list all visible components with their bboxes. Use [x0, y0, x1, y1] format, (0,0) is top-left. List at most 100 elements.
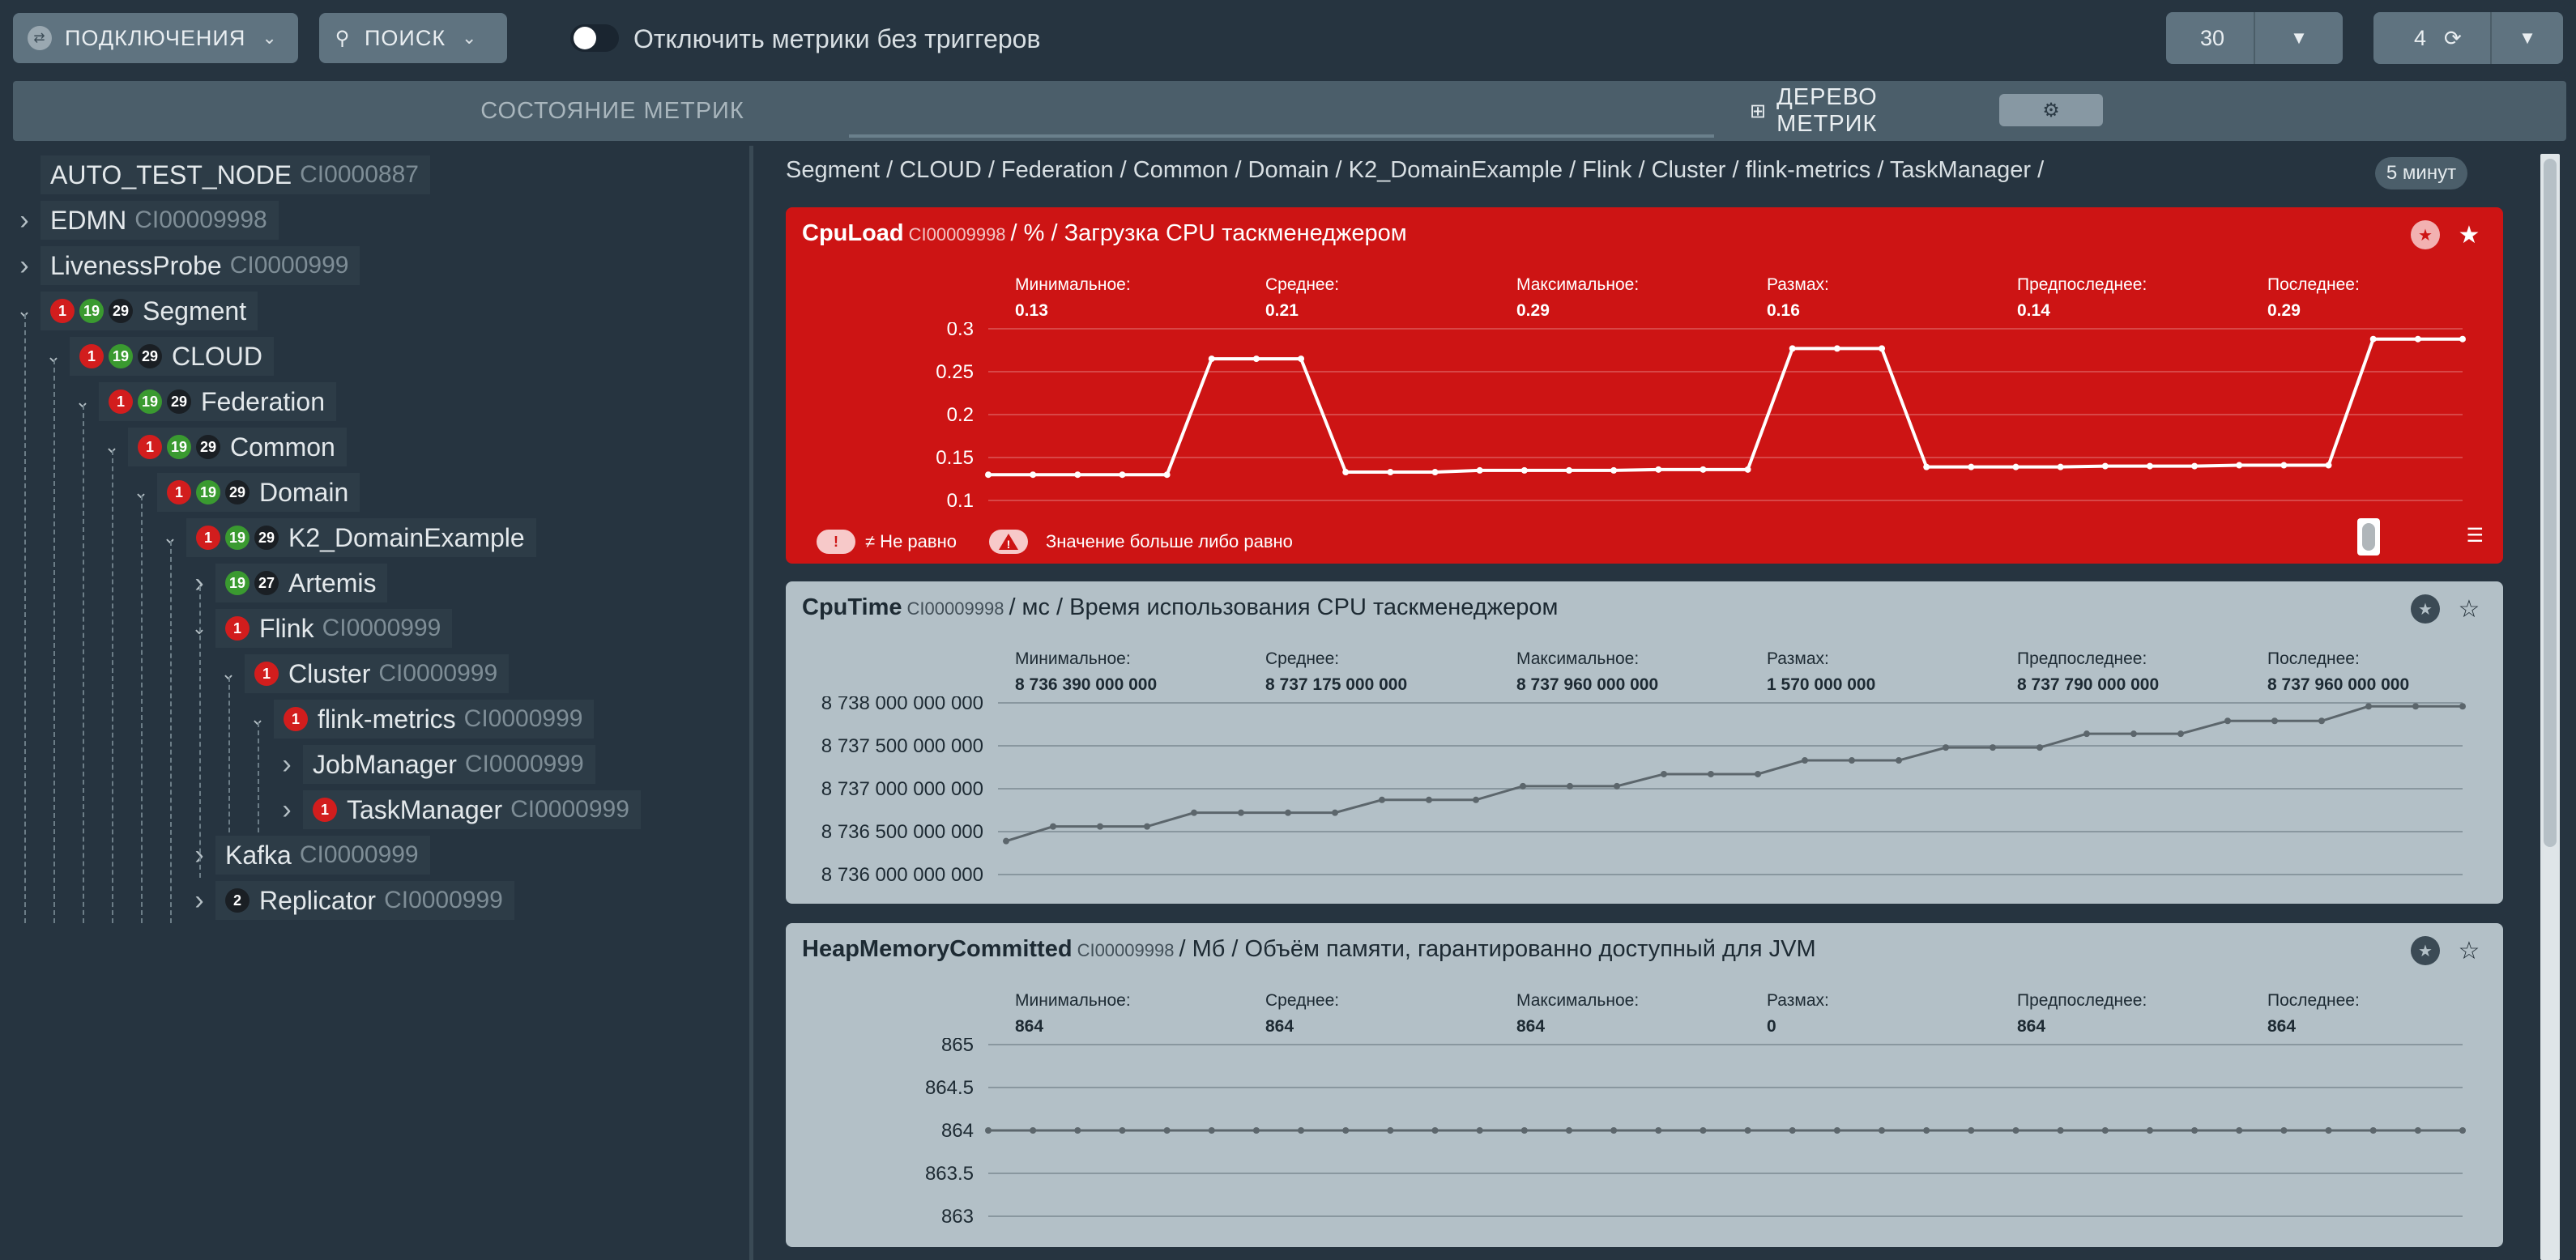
data-point[interactable] — [2057, 463, 2064, 470]
tree-settings-button[interactable]: ⚙ — [1999, 94, 2103, 126]
disable-metrics-toggle[interactable] — [570, 24, 619, 52]
data-point[interactable] — [1298, 355, 1305, 363]
data-point[interactable] — [1655, 1127, 1662, 1134]
data-point[interactable] — [2280, 1127, 2288, 1134]
tree-node[interactable]: ⌄ 1 19 29 Federation — [66, 379, 336, 424]
tree-node[interactable]: › 2 Replicator CI0000999 — [183, 878, 514, 923]
data-point[interactable] — [1610, 1127, 1618, 1134]
data-point[interactable] — [1923, 1127, 1930, 1134]
data-point[interactable] — [1610, 466, 1618, 474]
data-point[interactable] — [1426, 796, 1432, 803]
data-point[interactable] — [1191, 809, 1197, 816]
chevron-right-icon[interactable]: › — [194, 567, 204, 598]
data-point[interactable] — [1163, 471, 1171, 479]
data-point[interactable] — [2365, 703, 2372, 710]
data-point[interactable] — [2369, 1127, 2377, 1134]
data-point[interactable] — [1614, 782, 1620, 790]
star-icon[interactable]: ☆ — [2458, 937, 2480, 964]
tree-node[interactable]: › JobManager CI0000999 — [271, 742, 595, 787]
data-point[interactable] — [2146, 462, 2153, 470]
data-point[interactable] — [1943, 744, 1949, 751]
data-point[interactable] — [2130, 730, 2137, 738]
data-point[interactable] — [1520, 466, 1528, 474]
data-point[interactable] — [2146, 1127, 2153, 1134]
data-point[interactable] — [2236, 462, 2243, 469]
tree-node[interactable]: ⌄ 1 19 29 Common — [96, 424, 347, 470]
data-point[interactable] — [1708, 770, 1714, 777]
data-point[interactable] — [1520, 1127, 1528, 1134]
chevron-down-icon[interactable]: ⌄ — [104, 436, 120, 457]
tree-node[interactable]: ⌄ 1 flink-metrics CI0000999 — [241, 696, 595, 742]
data-point[interactable] — [2236, 1127, 2243, 1134]
tree-node[interactable]: ⌄ 1 19 29 K2_DomainExample — [154, 515, 536, 560]
data-point[interactable] — [1074, 471, 1081, 479]
data-point[interactable] — [2271, 717, 2278, 725]
data-point[interactable] — [2414, 335, 2421, 343]
data-point[interactable] — [2414, 1127, 2421, 1134]
scrollbar-thumb[interactable] — [2544, 159, 2557, 847]
tree-node[interactable]: ⌄ 1 19 29 Segment — [8, 288, 258, 334]
data-point[interactable] — [1342, 1127, 1350, 1134]
data-point[interactable] — [1802, 757, 1808, 764]
tree-node[interactable]: ⌄ 1 Cluster CI0000999 — [212, 651, 510, 696]
data-point[interactable] — [1700, 466, 1707, 473]
data-point[interactable] — [1379, 796, 1385, 803]
data-point[interactable] — [2459, 703, 2466, 710]
data-point[interactable] — [2318, 717, 2325, 725]
data-point[interactable] — [1030, 1127, 1037, 1134]
data-point[interactable] — [2412, 703, 2419, 710]
data-point[interactable] — [1050, 823, 1056, 830]
data-point[interactable] — [1744, 1127, 1751, 1134]
data-point[interactable] — [2224, 717, 2231, 725]
list-icon[interactable]: ☰ — [2466, 525, 2484, 547]
data-point[interactable] — [1387, 1127, 1394, 1134]
data-point[interactable] — [1074, 1127, 1081, 1134]
favorite-circle-icon[interactable]: ★ — [2411, 220, 2440, 249]
data-point[interactable] — [1789, 1127, 1796, 1134]
data-point[interactable] — [1144, 823, 1150, 830]
interval-select[interactable]: 30 ▼ — [2166, 12, 2343, 64]
data-point[interactable] — [2036, 744, 2043, 751]
data-point[interactable] — [1387, 469, 1394, 476]
data-point[interactable] — [1833, 1127, 1840, 1134]
tree-node[interactable]: › Kafka CI0000999 — [183, 832, 430, 878]
chevron-down-icon[interactable]: ⌄ — [249, 709, 266, 729]
tree-node[interactable]: ⌄ 1 19 29 CLOUD — [37, 334, 275, 379]
data-point[interactable] — [1879, 345, 1886, 352]
data-point[interactable] — [2191, 1127, 2199, 1134]
data-point[interactable] — [1030, 471, 1037, 479]
data-point[interactable] — [1252, 355, 1260, 363]
chevron-down-icon[interactable]: ⌄ — [75, 391, 91, 411]
data-point[interactable] — [1968, 463, 1975, 470]
range-handle[interactable] — [2357, 518, 2380, 556]
tree-node[interactable]: ⌄ 1 19 29 Domain — [125, 470, 360, 515]
data-point[interactable] — [985, 471, 992, 479]
connections-button[interactable]: ⇄ ПОДКЛЮЧЕНИЯ ⌄ — [13, 13, 298, 63]
data-point[interactable] — [1431, 1127, 1439, 1134]
chevron-right-icon[interactable]: › — [194, 884, 204, 916]
data-point[interactable] — [2083, 730, 2090, 738]
tab-metrics-tree[interactable]: ⊞ ДЕРЕВО МЕТРИК — [1750, 81, 1960, 141]
data-point[interactable] — [2369, 335, 2377, 343]
data-point[interactable] — [1744, 466, 1751, 473]
data-point[interactable] — [2280, 462, 2288, 469]
data-point[interactable] — [1755, 770, 1761, 777]
chevron-down-icon[interactable]: ⌄ — [133, 482, 149, 502]
chevron-right-icon[interactable]: › — [19, 249, 29, 281]
data-point[interactable] — [1655, 466, 1662, 473]
chevron-right-icon[interactable]: › — [282, 748, 292, 780]
tab-metrics-state[interactable]: СОСТОЯНИЕ МЕТРИК — [480, 97, 744, 124]
data-point[interactable] — [1473, 796, 1479, 803]
caret-down-icon[interactable]: ▼ — [2518, 28, 2536, 48]
tree-node[interactable]: ⌄ 1 Flink CI0000999 — [183, 606, 453, 651]
chevron-down-icon[interactable]: ⌄ — [16, 300, 32, 321]
data-point[interactable] — [2459, 335, 2466, 343]
tree-node[interactable]: › 19 27 Artemis — [183, 560, 388, 606]
data-point[interactable] — [1208, 355, 1215, 363]
chevron-down-icon[interactable]: ⌄ — [45, 346, 62, 366]
data-point[interactable] — [1565, 1127, 1572, 1134]
data-point[interactable] — [2012, 463, 2019, 470]
data-point[interactable] — [1298, 1127, 1305, 1134]
tree-node[interactable]: › EDMN CI00009998 — [8, 198, 279, 243]
data-point[interactable] — [2325, 1127, 2332, 1134]
